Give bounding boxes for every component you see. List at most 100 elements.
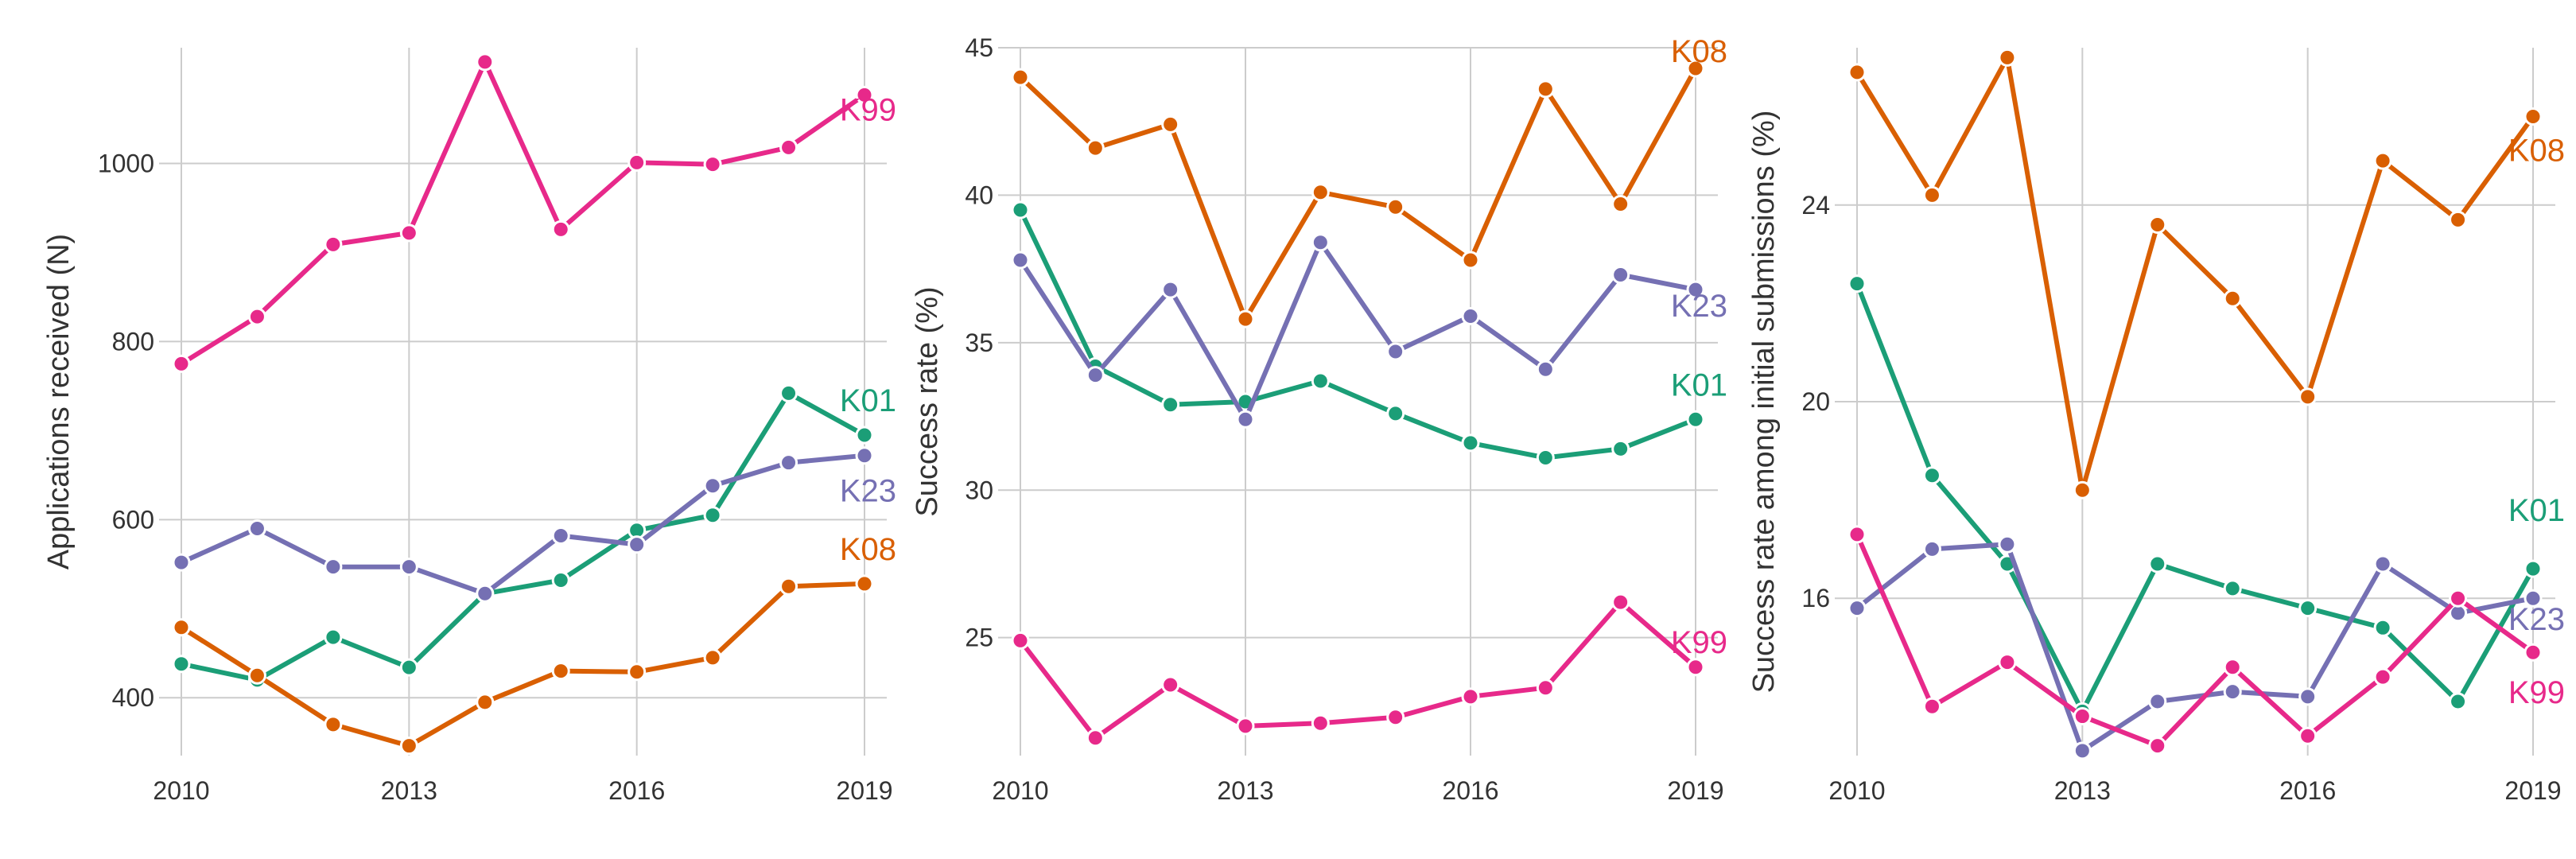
series-end-label: K99 xyxy=(1671,625,1727,660)
data-point xyxy=(1847,599,1867,618)
series-end-label: K99 xyxy=(840,92,896,127)
data-point xyxy=(1011,631,1030,650)
series-line-k99 xyxy=(179,59,867,367)
data-point xyxy=(1236,410,1255,429)
chart-panel-3: 2010 2013 2016 2019 16 20 24 Success rate among… xyxy=(1747,48,2565,805)
series-end-label: K01 xyxy=(1671,367,1727,402)
data-point xyxy=(2524,589,2543,608)
y-tick-label: 800 xyxy=(112,327,154,356)
x-tick-label: 2010 xyxy=(992,776,1048,805)
data-point xyxy=(2073,707,2092,726)
data-point xyxy=(1686,280,1705,299)
data-point xyxy=(247,519,266,538)
series-line-k08 xyxy=(1855,55,2535,493)
data-point xyxy=(2148,216,2167,234)
data-point xyxy=(1922,466,1941,485)
data-point xyxy=(1686,410,1705,429)
data-point xyxy=(247,307,266,326)
data-point xyxy=(1161,115,1180,134)
x-tick-label: 2010 xyxy=(153,776,209,805)
data-point xyxy=(1536,448,1555,467)
series-line-k01 xyxy=(1855,281,2535,714)
data-point xyxy=(1086,138,1105,157)
data-point xyxy=(2073,741,2092,760)
data-point xyxy=(1536,80,1555,99)
data-point xyxy=(324,558,343,577)
data-point xyxy=(1686,658,1705,677)
series-end-label: K01 xyxy=(2508,493,2565,528)
data-point xyxy=(1236,717,1255,736)
series-k23: K23 xyxy=(172,446,896,603)
series-k99: K99 xyxy=(172,52,896,373)
x-tick-label: 2013 xyxy=(2054,776,2111,805)
y-axis-label: Success rate (%) xyxy=(911,286,944,516)
data-point xyxy=(779,577,798,596)
data-point xyxy=(399,658,418,677)
data-point xyxy=(627,535,647,554)
y-tick-label: 16 xyxy=(1801,584,1830,612)
data-point xyxy=(1998,653,2017,672)
series-line-k23 xyxy=(1855,542,2535,753)
data-point xyxy=(1611,439,1630,458)
data-point xyxy=(2223,682,2242,702)
data-point xyxy=(2524,643,2543,662)
data-point xyxy=(627,663,647,682)
data-point xyxy=(247,666,266,685)
data-point xyxy=(324,235,343,254)
data-point xyxy=(1161,280,1180,299)
series-line-k01 xyxy=(1018,208,1698,461)
data-point xyxy=(399,223,418,243)
y-tick-label: 1000 xyxy=(98,150,154,178)
data-point xyxy=(1461,687,1480,706)
y-tick-label: 25 xyxy=(965,624,993,652)
y-tick-label: 30 xyxy=(965,476,993,504)
chart-panel-1: 2010 2013 2016 2019 400 600 800 1000 Application… xyxy=(42,48,896,805)
data-point xyxy=(324,628,343,647)
x-tick-label: 2010 xyxy=(1828,776,1885,805)
data-point xyxy=(2298,387,2318,406)
data-point xyxy=(2373,151,2392,170)
series-k99: K99 xyxy=(1011,593,1727,748)
data-point xyxy=(855,446,874,465)
data-point xyxy=(1998,48,2017,67)
data-point xyxy=(1086,366,1105,385)
series-line-k23 xyxy=(179,453,867,597)
series-line-k23 xyxy=(1018,239,1698,422)
data-point xyxy=(2073,480,2092,499)
y-axis-label: Applications received (N) xyxy=(42,234,76,569)
series-k08: K08 xyxy=(1011,34,1727,328)
data-point xyxy=(2449,589,2468,608)
data-point xyxy=(855,574,874,593)
data-point xyxy=(1847,525,1867,544)
data-point xyxy=(1311,183,1330,202)
data-point xyxy=(2148,554,2167,573)
data-point xyxy=(703,155,722,174)
data-point xyxy=(1847,63,1867,82)
x-tick-label: 2019 xyxy=(836,776,892,805)
x-tick-label: 2013 xyxy=(381,776,437,805)
data-point xyxy=(627,153,647,172)
data-point xyxy=(1161,395,1180,414)
data-point xyxy=(779,453,798,472)
data-point xyxy=(1611,266,1630,285)
data-point xyxy=(399,737,418,756)
series-k23: K23 xyxy=(1847,534,2565,760)
y-tick-label: 600 xyxy=(112,505,154,534)
gridlines xyxy=(1835,48,2555,756)
y-tick-label: 40 xyxy=(965,181,993,209)
data-point xyxy=(1847,274,1867,293)
data-point xyxy=(1536,360,1555,379)
data-point xyxy=(1386,404,1405,423)
data-point xyxy=(2524,107,2543,126)
data-point xyxy=(172,354,191,373)
gridlines xyxy=(159,48,887,756)
series-k08: K08 xyxy=(1847,48,2565,499)
data-point xyxy=(2223,579,2242,598)
data-point xyxy=(476,52,495,72)
series-line-k08 xyxy=(179,581,867,748)
data-point xyxy=(2223,658,2242,677)
data-point xyxy=(1311,371,1330,391)
data-point xyxy=(2449,210,2468,229)
data-point xyxy=(172,618,191,637)
data-point xyxy=(1922,697,1941,716)
